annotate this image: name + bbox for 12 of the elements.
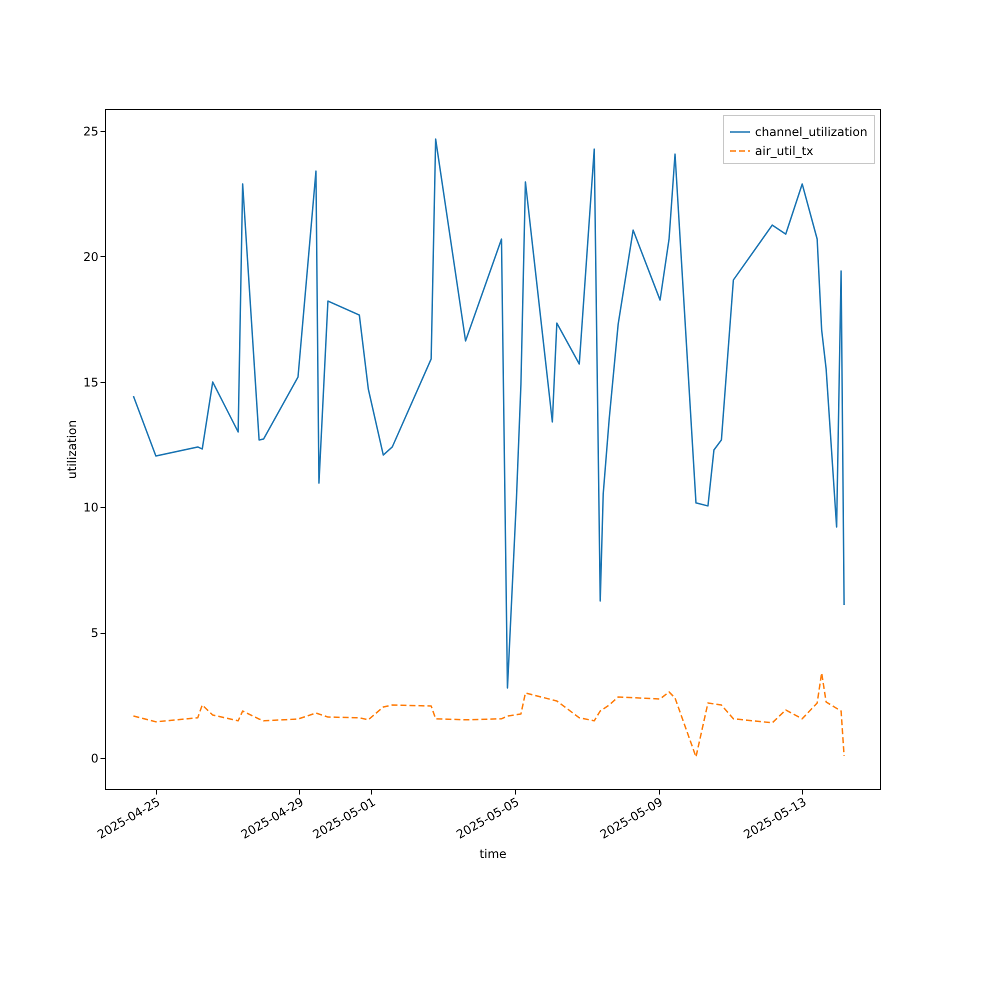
legend-label: channel_utilization — [755, 125, 868, 139]
x-axis-title: time — [479, 846, 507, 861]
y-tick-label: 25 — [83, 124, 98, 139]
y-tick-label: 10 — [83, 500, 98, 515]
y-tick-label: 15 — [83, 375, 98, 390]
y-axis-title: utilization — [65, 420, 80, 479]
line-series — [132, 672, 845, 758]
y-tick-label: 0 — [90, 751, 98, 766]
y-tick-label: 20 — [83, 250, 98, 264]
y-tick-label: 5 — [90, 626, 98, 640]
legend-label: air_util_tx — [755, 144, 814, 158]
line-series — [132, 138, 845, 689]
